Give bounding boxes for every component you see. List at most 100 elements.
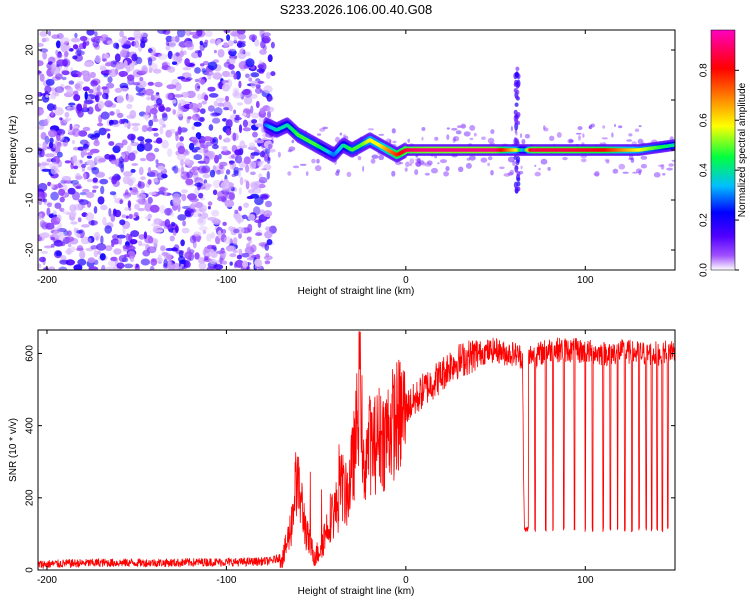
noise-blob — [199, 108, 206, 114]
noise-blob — [228, 191, 235, 201]
noise-blob — [93, 250, 99, 258]
noise-blob — [73, 165, 79, 170]
noise-blob — [179, 50, 185, 58]
noise-blob — [87, 237, 92, 244]
noise-blob — [185, 178, 194, 186]
noise-blob — [167, 262, 176, 270]
noise-blob — [154, 81, 163, 88]
noise-blob — [82, 126, 91, 132]
noise-blob — [119, 199, 123, 205]
noise-blob — [106, 221, 113, 226]
noise-blob — [156, 137, 163, 144]
noise-blob — [121, 152, 126, 159]
x-tick-label: 0 — [403, 275, 409, 286]
noise-blob — [38, 91, 41, 97]
noise-blob — [223, 236, 232, 244]
noise-blob — [521, 139, 526, 145]
noise-blob — [243, 96, 253, 105]
noise-blob — [56, 33, 64, 40]
noise-blob — [87, 152, 94, 156]
noise-blob — [507, 156, 515, 163]
noise-blob — [469, 155, 476, 161]
noise-blob — [41, 192, 47, 199]
noise-blob — [346, 171, 352, 177]
noise-blob — [156, 97, 163, 106]
x-tick-label: 100 — [577, 575, 594, 586]
noise-blob — [79, 159, 83, 164]
noise-blob — [159, 186, 166, 195]
noise-blob — [198, 262, 207, 270]
noise-blob — [91, 167, 97, 171]
noise-blob — [94, 55, 101, 63]
noise-blob — [65, 259, 76, 266]
noise-blob — [92, 185, 99, 189]
noise-blob — [99, 178, 109, 185]
noise-blob — [538, 167, 541, 171]
noise-blob — [212, 179, 221, 189]
noise-blob — [264, 243, 270, 251]
noise-blob — [140, 41, 146, 49]
snr-y-label: SNR (10 * v/v) — [8, 418, 19, 482]
noise-blob — [611, 132, 614, 138]
noise-blob — [68, 102, 76, 106]
noise-blob — [107, 260, 116, 267]
noise-blob — [77, 217, 82, 223]
noise-blob — [39, 220, 46, 228]
noise-blob — [66, 230, 72, 237]
noise-blob — [216, 250, 226, 255]
x-tick-label: -100 — [216, 575, 236, 586]
noise-blob — [167, 224, 173, 232]
noise-blob — [139, 243, 148, 247]
y-tick-label: 0 — [25, 147, 36, 153]
noise-blob — [236, 30, 246, 35]
noise-blob — [197, 102, 203, 109]
noise-blob — [130, 230, 140, 238]
noise-blob — [212, 117, 221, 124]
noise-blob — [233, 73, 238, 80]
noise-blob — [191, 125, 196, 131]
noise-blob — [263, 37, 270, 44]
noise-blob — [177, 214, 187, 221]
noise-blob — [266, 239, 273, 246]
noise-blob — [128, 152, 136, 161]
noise-blob — [50, 191, 59, 201]
noise-blob — [204, 94, 209, 101]
noise-blob — [446, 127, 450, 130]
noise-blob — [217, 49, 225, 58]
noise-blob — [93, 206, 98, 214]
noise-blob — [62, 210, 70, 215]
noise-blob — [180, 166, 185, 175]
noise-blob — [94, 31, 98, 37]
noise-blob — [264, 230, 273, 239]
noise-blob — [221, 150, 231, 156]
noise-blob — [38, 143, 42, 147]
noise-blob — [540, 158, 548, 165]
noise-blob — [76, 230, 83, 234]
noise-blob — [89, 148, 100, 154]
noise-blob — [161, 173, 168, 179]
noise-blob — [60, 83, 65, 90]
noise-blob — [76, 80, 84, 85]
x-tick-label: -100 — [216, 275, 236, 286]
noise-blob — [92, 189, 97, 193]
noise-blob — [122, 244, 130, 250]
noise-blob — [234, 259, 245, 268]
noise-blob — [146, 96, 151, 101]
noise-blob — [111, 242, 115, 248]
noise-blob — [220, 181, 230, 190]
noise-blob — [201, 100, 207, 105]
noise-blob — [66, 247, 72, 255]
noise-blob — [217, 230, 222, 239]
noise-blob — [242, 119, 248, 128]
noise-blob — [124, 207, 129, 211]
noise-blob — [248, 252, 255, 260]
noise-blob — [250, 72, 260, 78]
noise-blob — [228, 104, 233, 112]
noise-blob — [194, 182, 204, 187]
noise-blob — [60, 37, 70, 44]
noise-blob — [114, 209, 122, 218]
snr-line — [38, 331, 675, 569]
noise-blob — [469, 125, 476, 131]
noise-blob — [165, 45, 171, 51]
noise-blob — [86, 30, 95, 36]
